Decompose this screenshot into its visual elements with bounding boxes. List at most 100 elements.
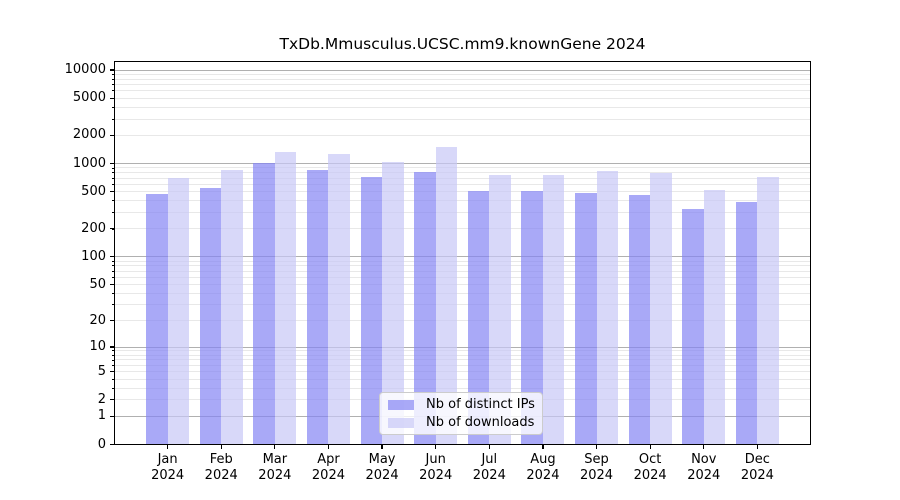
bar-downloads — [435, 146, 458, 445]
gridline-minor — [114, 354, 811, 356]
y-tick-label: 5000 — [72, 90, 106, 106]
y-minor-tick-mark — [111, 265, 114, 267]
legend-entry-downloads: Nb of downloads — [386, 415, 534, 430]
y-tick-label: 2000 — [72, 127, 106, 143]
chart-title: TxDb.Mmusculus.UCSC.mm9.knownGene 2024 — [279, 35, 646, 53]
gridline-minor — [114, 371, 811, 373]
y-tick-label: 100 — [81, 248, 106, 264]
y-minor-tick-mark — [111, 177, 114, 179]
y-minor-tick-mark — [111, 183, 114, 185]
bar-downloads — [542, 175, 565, 445]
y-minor-tick-mark — [111, 167, 114, 169]
y-tick-label: 50 — [89, 276, 106, 292]
y-minor-tick-mark — [111, 200, 114, 202]
bar-distinct-ips — [360, 177, 383, 445]
y-minor-tick-mark — [111, 212, 114, 213]
y-minor-tick-mark — [111, 84, 114, 85]
x-tick-mark — [435, 444, 437, 449]
bar-downloads — [757, 177, 779, 445]
gridline-minor — [114, 293, 811, 295]
legend-swatch-downloads — [388, 417, 414, 428]
x-tick-mark — [381, 444, 383, 449]
bar-distinct-ips — [467, 190, 490, 445]
gridline-minor — [114, 172, 811, 174]
gridline-minor — [114, 304, 811, 306]
y-minor-tick-mark — [111, 228, 114, 230]
bar-downloads — [489, 175, 511, 445]
bar-distinct-ips — [253, 163, 275, 445]
y-minor-tick-mark — [111, 399, 114, 401]
y-tick-mark — [109, 163, 114, 165]
y-minor-tick-mark — [111, 304, 114, 306]
gridline-minor — [114, 378, 811, 380]
y-minor-tick-mark — [111, 354, 114, 356]
y-tick-mark — [109, 69, 114, 71]
gridline-minor — [114, 211, 811, 213]
x-tick-mark — [649, 444, 651, 449]
y-tick-mark — [109, 443, 114, 446]
bar-distinct-ips — [682, 209, 704, 445]
y-tick-label: 1000 — [72, 155, 106, 171]
y-minor-tick-mark — [111, 276, 114, 278]
legend-swatch-distinct-ips — [388, 399, 414, 410]
x-tick-label: Jul 2024 — [472, 451, 506, 484]
x-tick-mark — [542, 444, 544, 449]
bar-downloads — [596, 170, 619, 445]
gridline-minor — [114, 260, 811, 262]
legend: Nb of distinct IPs Nb of downloads — [379, 392, 543, 435]
x-tick-mark — [595, 444, 598, 449]
x-tick-label: Aug 2024 — [526, 451, 560, 484]
y-minor-tick-mark — [111, 97, 114, 99]
x-tick-label: May 2024 — [365, 451, 399, 484]
x-tick-mark — [703, 444, 705, 449]
gridline-minor — [114, 84, 811, 86]
bar-downloads — [650, 173, 672, 445]
gridline-minor — [114, 134, 811, 136]
bar-downloads — [167, 178, 190, 445]
y-tick-label: 10000 — [64, 62, 106, 78]
y-tick-label: 0 — [97, 436, 106, 452]
gridline-minor — [114, 167, 811, 169]
y-minor-tick-mark — [111, 359, 114, 361]
x-tick-mark — [220, 444, 222, 449]
gridline-minor — [114, 90, 811, 92]
x-tick-label: Mar 2024 — [258, 451, 292, 484]
gridline-minor — [114, 200, 811, 202]
x-tick-label: Jun 2024 — [419, 451, 453, 484]
gridline-minor — [114, 364, 811, 366]
y-tick-mark — [109, 346, 114, 348]
gridline-minor — [114, 284, 811, 286]
bar-downloads — [221, 170, 243, 445]
gridline-minor — [114, 78, 811, 80]
y-minor-tick-mark — [111, 284, 114, 286]
gridline-minor — [114, 118, 811, 120]
y-tick-mark — [109, 256, 114, 258]
bar-distinct-ips — [414, 172, 436, 445]
x-tick-label: Feb 2024 — [204, 451, 238, 484]
bar-distinct-ips — [575, 192, 597, 445]
gridline-major — [114, 256, 811, 258]
x-tick-mark — [327, 444, 330, 449]
gridline-minor — [114, 350, 811, 352]
x-tick-label: Dec 2024 — [740, 451, 774, 484]
y-minor-tick-mark — [111, 364, 114, 366]
y-minor-tick-mark — [111, 378, 114, 380]
y-minor-tick-mark — [111, 270, 114, 272]
y-tick-label: 2 — [97, 391, 106, 407]
gridline-minor — [114, 359, 811, 361]
gridline-minor — [114, 387, 811, 389]
gridline-minor — [114, 270, 811, 272]
legend-entry-distinct-ips: Nb of distinct IPs — [386, 397, 535, 412]
bar-downloads — [703, 189, 726, 445]
y-minor-tick-mark — [111, 371, 114, 373]
gridline-major — [114, 346, 811, 348]
x-tick-label: Nov 2024 — [687, 451, 721, 484]
y-minor-tick-mark — [111, 106, 114, 108]
gridline-minor — [114, 276, 811, 278]
gridline-minor — [114, 265, 811, 267]
y-minor-tick-mark — [111, 135, 114, 136]
x-tick-mark — [488, 444, 490, 449]
gridline-minor — [114, 183, 811, 185]
gridline-minor — [114, 228, 811, 230]
x-tick-mark — [167, 444, 169, 449]
